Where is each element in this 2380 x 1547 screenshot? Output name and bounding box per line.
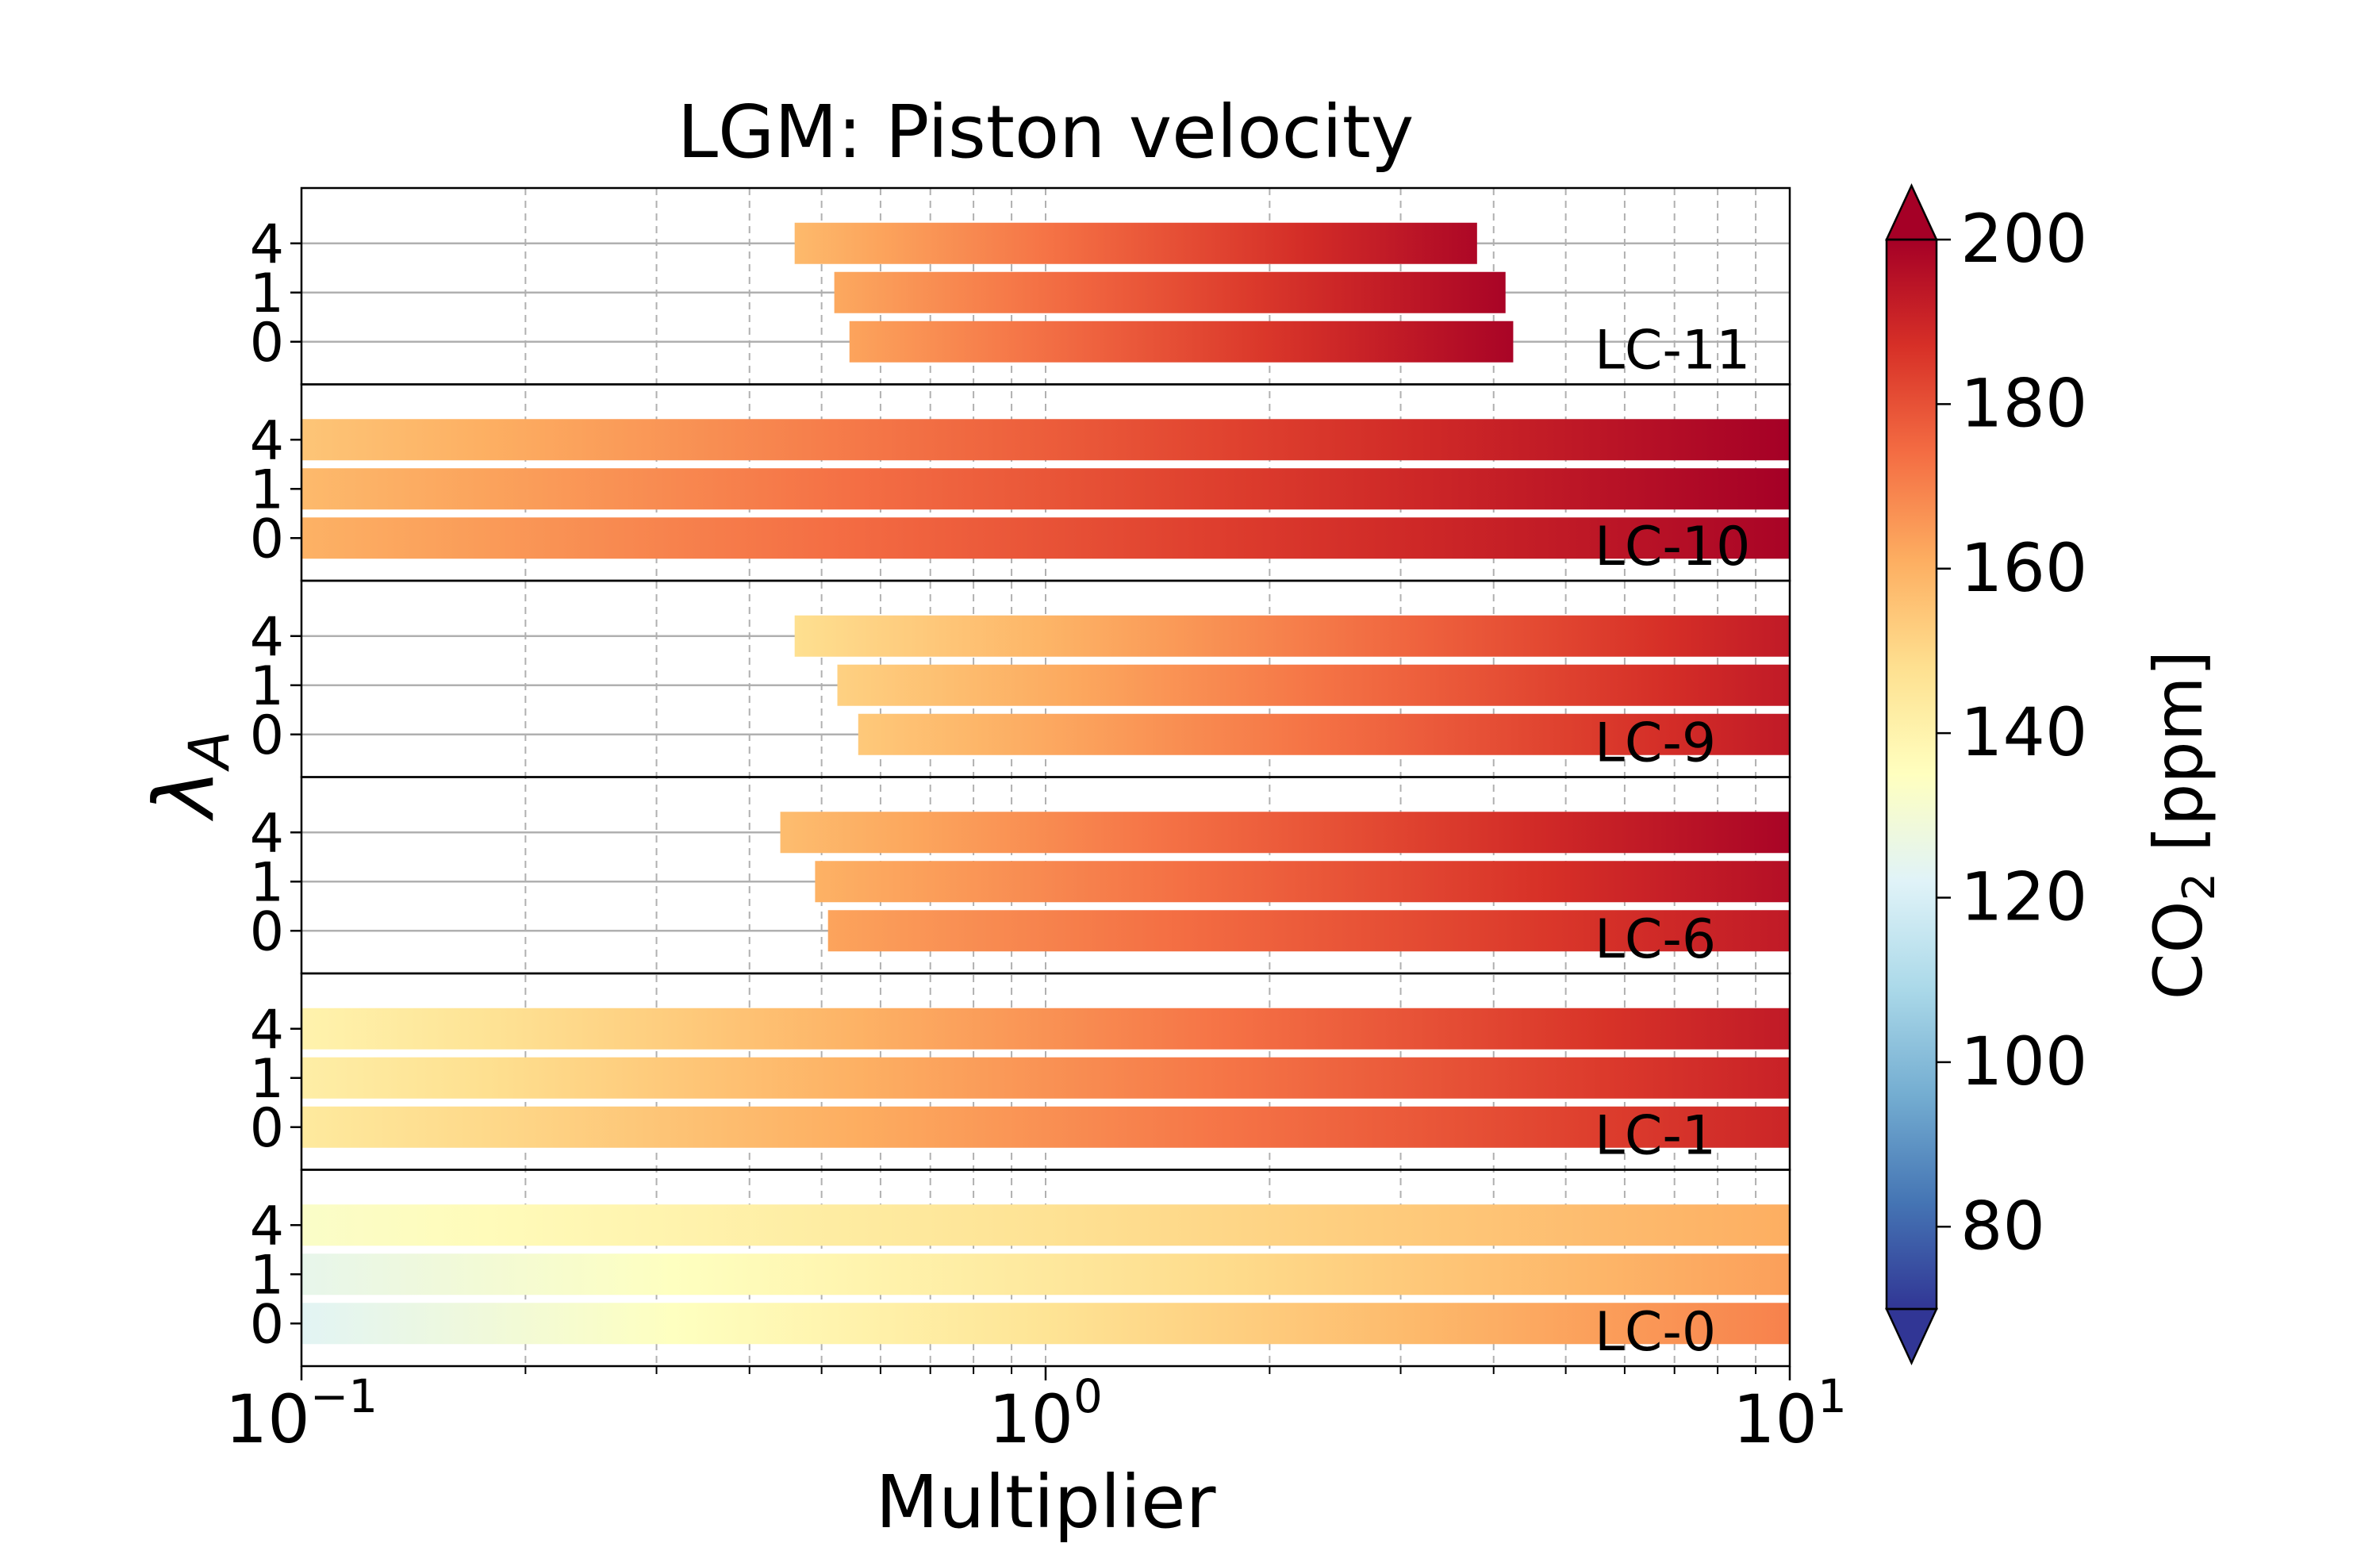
bar-lc-0-lambda-0 <box>301 1303 1790 1345</box>
x-tick-label: 100 <box>988 1369 1103 1458</box>
bar-lc-1-lambda-0 <box>301 1106 1790 1148</box>
bar-lc-10-lambda-4 <box>301 419 1790 461</box>
y-tick-label: 1 <box>250 655 284 718</box>
panel-lc-1: LC-1 <box>300 972 1791 1171</box>
y-tick-label: 1 <box>250 1244 284 1307</box>
colorbar-label-unit: [ppm] <box>2140 651 2217 852</box>
bar-lc-10-lambda-1 <box>301 468 1790 510</box>
y-tick-label: 4 <box>250 213 284 276</box>
panel-label: LC-10 <box>1595 516 1750 578</box>
bar-lc-6-lambda-1 <box>815 861 1790 903</box>
y-tick-label: 0 <box>250 1097 284 1160</box>
chart-title: LGM: Piston velocity <box>678 90 1415 175</box>
bar-lc-9-lambda-4 <box>794 615 1790 657</box>
panel-lc-11: LC-11 <box>300 186 1791 386</box>
x-axis-ticks: 10−1 100 101 <box>225 1369 1847 1458</box>
y-tick-label: 1 <box>250 851 284 914</box>
y-tick-label: 0 <box>250 704 284 767</box>
y-tick-label: 0 <box>250 312 284 374</box>
y-tick-label: 0 <box>250 1293 284 1356</box>
bar-lc-1-lambda-4 <box>301 1008 1790 1050</box>
colorbar-extend-max <box>1885 183 1938 241</box>
bar-lc-0-lambda-1 <box>301 1253 1790 1296</box>
x-tick-label: 101 <box>1733 1369 1847 1458</box>
colorbar-label-main: CO <box>2140 900 2217 1000</box>
bar-lc-10-lambda-0 <box>301 517 1790 559</box>
x-tick-label-exponent: −1 <box>310 1369 378 1423</box>
y-tick-label: 4 <box>250 999 284 1061</box>
y-tick-label: 1 <box>250 1048 284 1111</box>
svg-text:λA: λA <box>136 731 242 821</box>
panel-lc-0: LC-0 <box>300 1169 1791 1368</box>
x-tick-label-exponent: 0 <box>1073 1369 1103 1423</box>
bar-lc-6-lambda-0 <box>827 910 1790 952</box>
bar-lc-11-lambda-0 <box>849 321 1514 363</box>
y-tick-label: 0 <box>250 508 284 570</box>
x-tick-label-base: 10 <box>1733 1380 1818 1458</box>
bar-lc-1-lambda-1 <box>301 1057 1790 1099</box>
colorbar-label: CO2 [ppm] <box>2140 651 2225 1000</box>
bar-lc-9-lambda-0 <box>858 713 1790 755</box>
colorbar-tick-label: 180 <box>1960 364 2087 442</box>
colorbar-tick-label: 200 <box>1960 200 2087 278</box>
y-tick-label: 0 <box>250 900 284 963</box>
y-axis-label-subscript: A <box>177 731 242 772</box>
colorbar-tick-label: 100 <box>1960 1023 2087 1100</box>
bar-lc-0-lambda-4 <box>301 1204 1790 1246</box>
y-axis-label: λA <box>136 731 242 821</box>
bar-lc-11-lambda-4 <box>794 222 1477 264</box>
y-tick-label: 4 <box>250 1195 284 1257</box>
panel-lc-10: LC-10 <box>300 383 1791 582</box>
panel-lc-6: LC-6 <box>300 776 1791 975</box>
y-tick-label: 4 <box>250 606 284 669</box>
y-tick-label: 1 <box>250 459 284 521</box>
svg-text:CO2[ppm]: CO2 [ppm] <box>2140 651 2225 1000</box>
panel-lc-9: LC-9 <box>300 579 1791 778</box>
bar-lc-9-lambda-1 <box>837 664 1790 706</box>
y-tick-label: 1 <box>250 263 284 325</box>
y-tick-label: 4 <box>250 802 284 865</box>
colorbar-extend-min <box>1885 1307 1938 1365</box>
x-axis-label: Multiplier <box>876 1460 1216 1545</box>
colorbar-tick-label: 160 <box>1960 529 2087 607</box>
colorbar-tick-label: 140 <box>1960 693 2087 771</box>
panel-label: LC-0 <box>1595 1301 1716 1364</box>
panel-label: LC-9 <box>1595 712 1716 775</box>
y-tick-label: 4 <box>250 409 284 472</box>
x-tick-label-exponent: 1 <box>1818 1369 1847 1423</box>
bar-lc-6-lambda-4 <box>780 812 1790 854</box>
x-tick-label: 10−1 <box>225 1369 378 1458</box>
colorbar-gradient <box>1887 240 1937 1309</box>
panel-label: LC-6 <box>1595 908 1716 971</box>
colorbar-tick-label: 80 <box>1960 1187 2045 1265</box>
x-tick-label-base: 10 <box>225 1380 310 1458</box>
bar-lc-11-lambda-1 <box>834 271 1506 313</box>
colorbar-tick-label: 120 <box>1960 858 2087 936</box>
panels: LC-11 LC-10 LC-9 LC-6 LC-1 LC-0 <box>300 186 1791 1368</box>
x-tick-label-base: 10 <box>988 1380 1073 1458</box>
colorbar-label-subscript: 2 <box>2174 873 2225 901</box>
colorbar: 80 100 120 140 160 180 200 <box>1885 183 2087 1365</box>
panel-label: LC-11 <box>1595 320 1750 382</box>
y-axis-label-symbol: λ <box>136 769 232 822</box>
panel-label: LC-1 <box>1595 1105 1716 1168</box>
colorbar-frame <box>1885 238 1938 1311</box>
